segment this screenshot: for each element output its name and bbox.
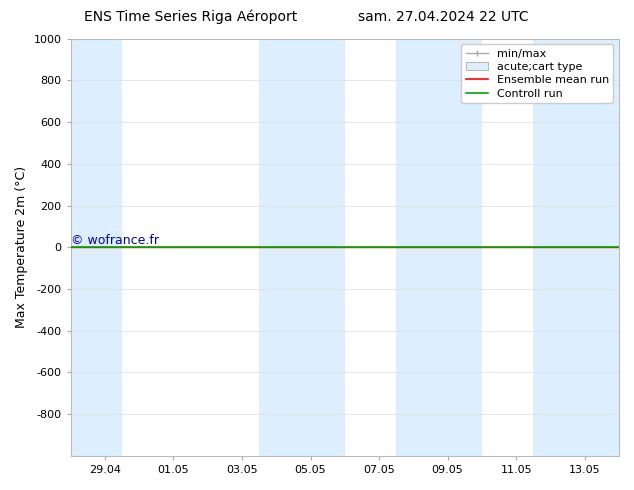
Text: © wofrance.fr: © wofrance.fr xyxy=(71,234,159,247)
Text: sam. 27.04.2024 22 UTC: sam. 27.04.2024 22 UTC xyxy=(358,10,529,24)
Y-axis label: Max Temperature 2m (°C): Max Temperature 2m (°C) xyxy=(15,166,28,328)
Legend: min/max, acute;cart type, Ensemble mean run, Controll run: min/max, acute;cart type, Ensemble mean … xyxy=(461,44,614,103)
Text: ENS Time Series Riga Aéroport: ENS Time Series Riga Aéroport xyxy=(84,10,297,24)
Bar xyxy=(396,39,482,456)
Bar xyxy=(259,39,345,456)
Bar xyxy=(533,39,619,456)
Bar xyxy=(70,39,122,456)
